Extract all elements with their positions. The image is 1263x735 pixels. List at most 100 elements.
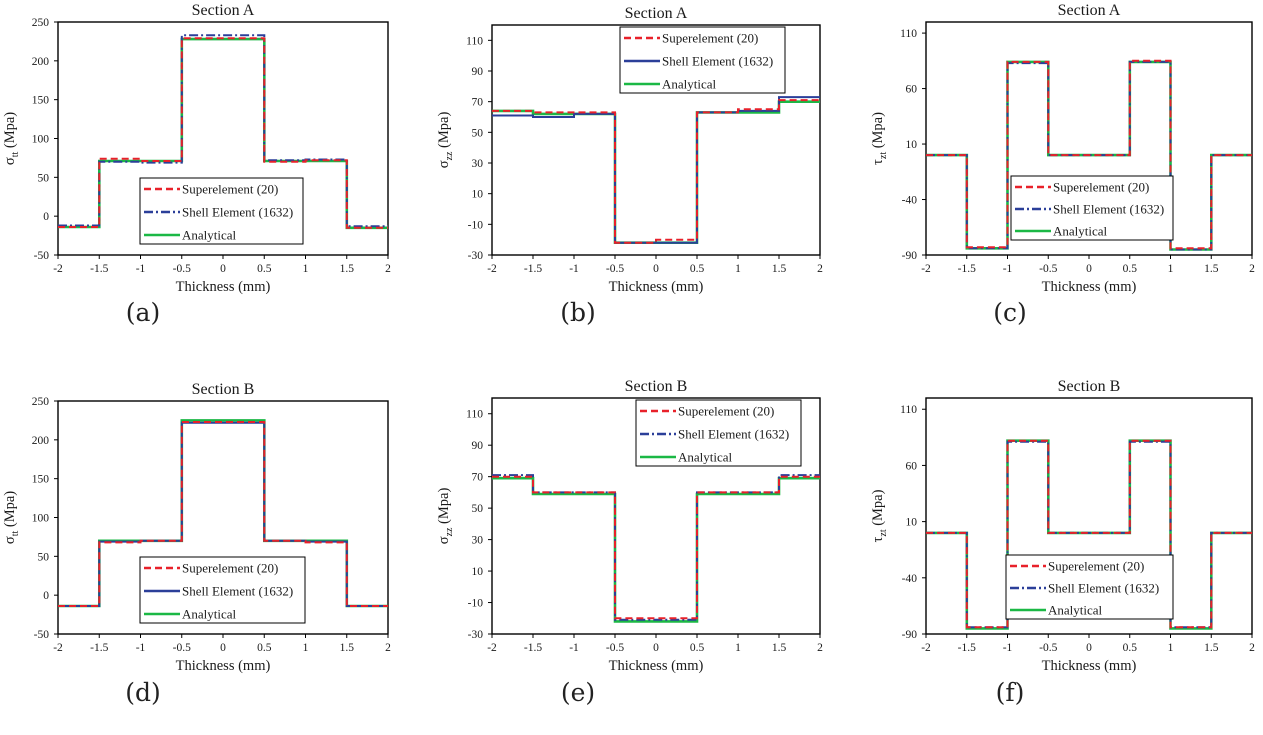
x-tick-label: 0.5 [257,642,272,654]
y-tick-label: 70 [472,97,484,109]
y-tick-label: 110 [466,35,483,47]
x-tick-label: 0 [653,642,659,654]
y-tick-label: -90 [902,250,918,262]
x-tick-label: -2 [487,642,497,654]
chart-title: Section A [192,2,255,19]
series-line-superelement [492,99,820,244]
y-axis-subscript: tt [10,152,21,158]
legend-label: Analytical [1053,224,1108,239]
x-tick-label: 0.5 [1123,642,1138,654]
chart-svg-e: Section B -2 -1.5 -1 -0.5 0 0.5 1 1.5 2 -30 -10 10 30… [436,378,823,674]
x-axis-label: Thickness (mm) [1042,279,1137,295]
caption-b: (b) [560,298,596,327]
legend-label: Superelement (20) [182,561,278,576]
x-tick-label: -2 [53,642,63,654]
x-tick-label: 1 [735,263,741,275]
y-tick-label: -30 [468,629,484,641]
y-axis-symbol: σ [436,536,452,544]
legend: Superelement (20) Shell Element (1632) Ana… [1005,554,1174,620]
x-tick-label: -1.5 [958,263,976,275]
y-tick-label: 200 [32,56,50,68]
x-tick-label: 1.5 [1204,642,1219,654]
x-tick-label: 2 [385,263,391,275]
y-axis-symbol: τ [870,159,886,165]
y-axis-subscript: zz [444,151,455,160]
chart-svg-b: Section A -2 -1.5 -1 -0.5 0 0.5 1 1.5 2 -30 -10 10 30… [436,5,823,295]
x-axis-label: Thickness (mm) [609,279,704,295]
legend-label: Shell Element (1632) [678,427,789,442]
y-axis-label: σtt (Mpa) [2,112,21,165]
x-tick-label: -1 [136,263,146,275]
y-tick-label: 10 [906,517,918,529]
x-axis-label: Thickness (mm) [609,658,704,674]
x-tick-label: 0.5 [690,263,705,275]
y-axis-subscript: zz [444,527,455,536]
x-tick-label: -2 [53,263,63,275]
y-axis-subscript: zt [878,529,889,536]
y-axis-label: σzz (Mpa) [436,488,455,545]
chart-panel-d: Section B -2 -1.5 -1 -0.5 0 0.5 1 1.5 2 -50 0 50 100 1… [0,377,400,686]
chart-panel-e: Section B -2 -1.5 -1 -0.5 0 0.5 1 1.5 2 -30 -10 10 30… [434,374,832,686]
y-axis-subscript: tt [10,531,21,537]
chart-title: Section A [625,5,688,22]
y-tick-label: 110 [900,28,917,40]
y-tick-label: -10 [468,598,484,610]
x-tick-label: -0.5 [1039,263,1057,275]
y-axis-unit: (Mpa) [870,489,886,529]
legend: Superelement (20) Shell Element (1632) Ana… [139,177,304,245]
x-tick-label: -0.5 [606,263,624,275]
y-tick-label: 150 [32,95,50,107]
x-tick-label: -1.5 [90,263,108,275]
caption-e: (e) [560,678,596,707]
y-axis-label: τzt (Mpa) [870,489,889,542]
legend-label: Shell Element (1632) [1053,202,1164,217]
legend-label: Superelement (20) [1048,559,1144,574]
chart-svg-c: Section A -2 -1.5 -1 -0.5 0 0.5 1 1.5 2 -90 -40 10 60… [870,2,1255,295]
x-tick-label: -1.5 [524,263,542,275]
x-tick-label: -0.5 [1039,642,1057,654]
y-tick-label: 60 [906,460,918,472]
y-tick-label: 30 [472,535,484,547]
y-tick-label: 250 [32,396,50,408]
series-line-superelement [58,421,388,607]
x-tick-label: 2 [817,642,823,654]
y-tick-label: 0 [43,590,49,602]
legend-label: Analytical [678,450,733,465]
y-tick-label: -50 [34,250,50,262]
x-tick-label: 1.5 [340,263,355,275]
y-axis-unit: (Mpa) [436,112,452,152]
x-tick-label: 1.5 [1204,263,1219,275]
legend-label: Analytical [1048,603,1103,618]
legend-label: Shell Element (1632) [182,584,293,599]
legend: Superelement (20) Shell Element (1632) Ana… [139,556,306,624]
y-tick-label: -40 [902,573,918,585]
x-tick-label: -0.5 [173,642,191,654]
x-axis-label: Thickness (mm) [176,279,271,295]
y-tick-label: -40 [902,195,918,207]
chart-svg-f: Section B -2 -1.5 -1 -0.5 0 0.5 1 1.5 2 -90 -40 10 60… [870,378,1255,674]
y-axis-unit: (Mpa) [2,491,18,531]
y-axis-label: τzt (Mpa) [870,112,889,165]
y-tick-label: 10 [906,139,918,151]
legend-label: Superelement (20) [1053,180,1149,195]
y-tick-label: -50 [34,629,50,641]
caption-a: (a) [125,298,161,327]
y-tick-label: 100 [32,513,50,525]
y-axis-symbol: σ [2,536,18,544]
x-tick-label: 0.5 [690,642,705,654]
y-axis-unit: (Mpa) [2,112,18,152]
x-tick-label: 2 [1249,263,1255,275]
legend-label: Shell Element (1632) [1048,581,1159,596]
chart-panel-b: Section A -2 -1.5 -1 -0.5 0 0.5 1 1.5 2 -30 -10 10 30… [434,1,832,307]
chart-title: Section B [1058,378,1121,395]
y-tick-label: 150 [32,474,50,486]
x-tick-label: 1 [303,642,309,654]
y-tick-label: 200 [32,435,50,447]
legend-label: Analytical [182,607,237,622]
x-tick-label: -1 [1003,263,1013,275]
caption-f: (f) [995,678,1025,707]
x-tick-label: -1.5 [524,642,542,654]
y-tick-label: -90 [902,629,918,641]
y-axis-symbol: τ [870,536,886,542]
